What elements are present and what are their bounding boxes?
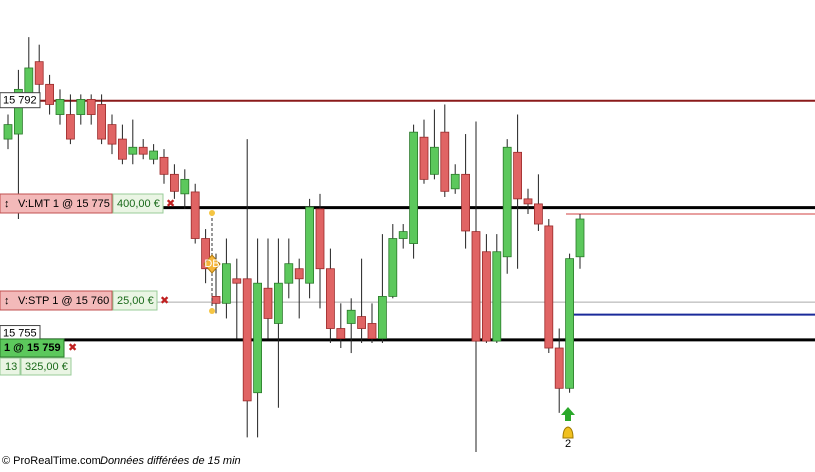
candle-body [575,218,585,258]
candle-body [34,61,44,85]
position-amount-box [20,357,72,376]
candle-body [45,83,54,105]
candle-body [24,67,34,95]
candle-body [305,206,315,284]
candle-body [513,151,522,200]
marker-diamond [203,254,221,274]
candle-body [273,282,283,324]
order-box[interactable] [0,290,113,311]
position-box[interactable] [0,338,65,358]
buy-arrow [561,407,575,421]
candle-body [534,203,543,225]
position-amount: 325,00 € [25,361,68,373]
candle-body [388,238,398,297]
candle-body [409,131,419,244]
order-box[interactable] [0,193,113,214]
candle-body [128,146,138,155]
order-amount-box [112,290,158,311]
candle-body [169,173,179,192]
candle-body [325,268,335,329]
position-label: 1 @ 15 759 [4,342,61,354]
candle-body [242,278,252,402]
candle-body [450,173,460,190]
candle-body [357,316,367,329]
candle-body [294,268,304,280]
candle-body [492,251,502,342]
alert-label: 2 [565,438,571,450]
candle-body [544,225,554,349]
price-label: 15 792 [3,95,37,107]
order-amount: 400,00 € [117,198,160,210]
footer-band [0,452,815,472]
candle-body [429,146,439,175]
order-cancel[interactable]: ✖ [166,198,175,210]
candle-body [481,251,491,342]
candle-body [253,282,263,394]
footer-source: © ProRealTime.com [2,455,101,467]
candle-body [398,231,408,239]
candle-body [502,146,512,258]
candle-body [66,114,75,140]
candle-body [3,124,13,140]
candle-body [118,138,127,160]
candle-body [97,104,106,140]
candle-body [284,263,294,284]
candle-body [138,146,148,155]
candle-body [336,328,346,339]
candle-body [159,156,169,175]
order-icon: ↕ [4,198,10,210]
candle-body [201,238,211,270]
marker-dot [209,210,215,216]
candle-body [13,88,23,135]
alert-bell [562,426,574,439]
order-amount-box [112,193,164,214]
candle-body [190,191,200,239]
position-qty-box [0,357,21,376]
candle-body [315,208,325,270]
position-qty: 13 [5,361,17,373]
candle-body [461,173,471,232]
candle-body [471,231,481,342]
candle-body [440,131,450,192]
order-label: V:LMT 1 @ 15 775 [18,198,110,210]
candle-body [232,278,242,284]
candle-body [419,136,429,180]
order-icon: ↕ [4,295,10,307]
order-label: V:STP 1 @ 15 760 [18,295,109,307]
candle-body [523,198,533,205]
candle-body [76,99,86,115]
order-cancel[interactable]: ✖ [160,295,169,307]
candle-body [367,323,377,339]
candle-body [180,178,190,195]
candle-body [346,309,356,324]
footer-note: Données différées de 15 min [100,455,241,467]
candle-body [377,296,387,339]
marker-label: DB [204,258,219,270]
position-close[interactable]: ✖ [68,342,77,354]
candle-body [107,124,117,145]
candle-body [221,263,231,304]
order-amount: 25,00 € [117,295,154,307]
candle-body [149,150,159,160]
price-label: 15 755 [3,327,37,339]
price-label-box [0,92,41,109]
candle-body [565,258,574,389]
candle-body [554,347,564,389]
candle-body [211,296,221,304]
candle-body [86,99,96,115]
candle-body [263,287,273,319]
marker-dot [209,308,215,314]
candle-body [55,99,65,115]
